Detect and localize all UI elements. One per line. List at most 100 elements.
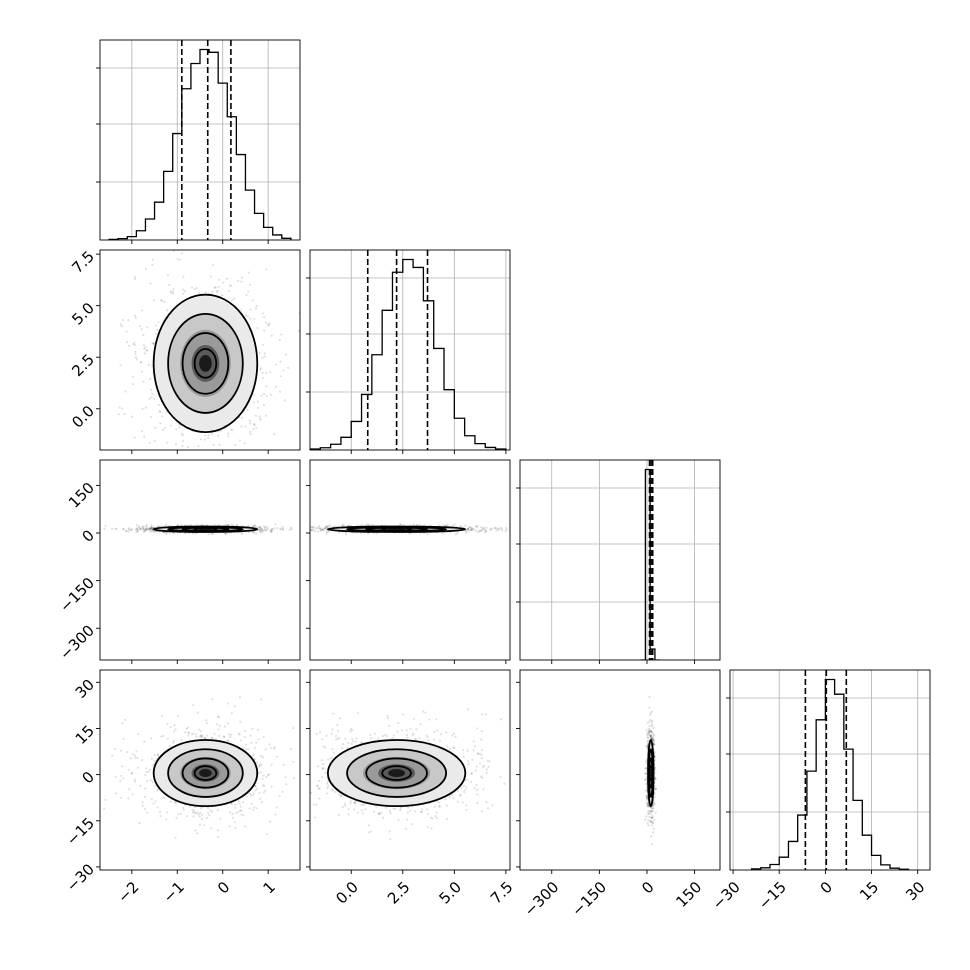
scatter-point (264, 789, 267, 792)
scatter-point (215, 290, 218, 293)
scatter-point (139, 528, 142, 531)
scatter-point (143, 528, 146, 531)
scatter-point (277, 451, 279, 453)
scatter-point (251, 727, 254, 730)
scatter-point (505, 526, 508, 530)
scatter-point (187, 456, 189, 458)
scatter-point (297, 329, 300, 332)
scatter-point (480, 810, 484, 813)
scatter-point (360, 803, 363, 806)
scatter-point (480, 730, 483, 733)
scatter-point (483, 528, 487, 531)
scatter-point (252, 524, 255, 527)
scatter-point (399, 522, 402, 526)
panel-frame (309, 249, 511, 451)
scatter-point (497, 528, 500, 531)
scatter-point (327, 525, 330, 528)
scatter-point (262, 530, 265, 533)
scatter-point (234, 821, 237, 824)
scatter-point (219, 817, 222, 820)
panel-hist-3 (726, 669, 931, 871)
scatter-point (421, 808, 424, 811)
scatter-point (135, 358, 139, 361)
scatter-point (249, 308, 252, 311)
scatter-point (261, 312, 265, 315)
scatter-point (334, 734, 338, 738)
scatter-point (176, 258, 179, 261)
panel-pair-0-3 (99, 669, 301, 871)
scatter-point (238, 733, 241, 736)
scatter-point (276, 766, 278, 768)
scatter-point (130, 771, 133, 775)
scatter-point (217, 716, 221, 719)
scatter-point (377, 812, 380, 815)
scatter-point (211, 452, 213, 454)
scatter-point (260, 394, 263, 397)
scatter-point (327, 785, 330, 788)
scatter-point (164, 531, 167, 534)
scatter-point (278, 794, 281, 798)
scatter-point (284, 353, 288, 356)
scatter-point (494, 527, 497, 530)
scatter-point (378, 812, 381, 815)
scatter-point (283, 761, 285, 763)
scatter-point (313, 816, 316, 819)
scatter-point (330, 732, 333, 735)
scatter-point (260, 801, 264, 804)
scatter-point (322, 527, 325, 530)
scatter-point (179, 812, 183, 815)
scatter-point (149, 377, 152, 381)
scatter-point (394, 807, 397, 810)
scatter-point (471, 758, 474, 761)
scatter-point (268, 322, 271, 325)
plot-area-pair-0-2 (100, 522, 293, 536)
scatter-point (645, 744, 648, 748)
scatter-point (367, 831, 370, 834)
scatter-point (216, 715, 219, 718)
scatter-point (341, 746, 344, 750)
scatter-point (262, 392, 266, 396)
scatter-point (195, 286, 198, 290)
scatter-point (169, 452, 171, 454)
scatter-point (176, 714, 180, 717)
scatter-point (155, 332, 158, 335)
scatter-point (332, 712, 335, 715)
scatter-point (120, 774, 123, 778)
panel-frame (99, 669, 301, 871)
scatter-point (650, 734, 653, 738)
scatter-point (187, 734, 190, 737)
scatter-point (104, 524, 107, 528)
scatter-point (119, 749, 123, 752)
scatter-point (187, 732, 190, 735)
scatter-point (150, 798, 153, 801)
scatter-point (279, 375, 282, 378)
scatter-point (255, 426, 258, 429)
scatter-point (478, 762, 481, 765)
scatter-point (165, 532, 168, 535)
scatter-point (411, 733, 414, 737)
scatter-point (264, 779, 266, 781)
scatter-point (243, 735, 246, 739)
scatter-point (322, 528, 325, 531)
plot-area-pair-0-1 (117, 250, 300, 458)
panel-frame (519, 459, 721, 661)
scatter-point (169, 800, 172, 803)
scatter-point (227, 739, 230, 743)
scatter-point (252, 793, 255, 796)
scatter-point (351, 737, 354, 741)
scatter-point (201, 451, 203, 453)
scatter-point (252, 808, 255, 811)
scatter-point (162, 734, 165, 737)
scatter-point (262, 343, 265, 346)
scatter-point (146, 527, 149, 531)
scatter-point (481, 528, 484, 531)
scatter-point (252, 427, 255, 431)
scatter-point (199, 729, 203, 733)
scatter-point (131, 342, 135, 346)
scatter-point (134, 314, 137, 317)
scatter-point (244, 825, 247, 828)
scatter-point (273, 747, 276, 750)
scatter-point (261, 777, 264, 780)
scatter-point (470, 528, 473, 531)
scatter-point (409, 727, 412, 730)
